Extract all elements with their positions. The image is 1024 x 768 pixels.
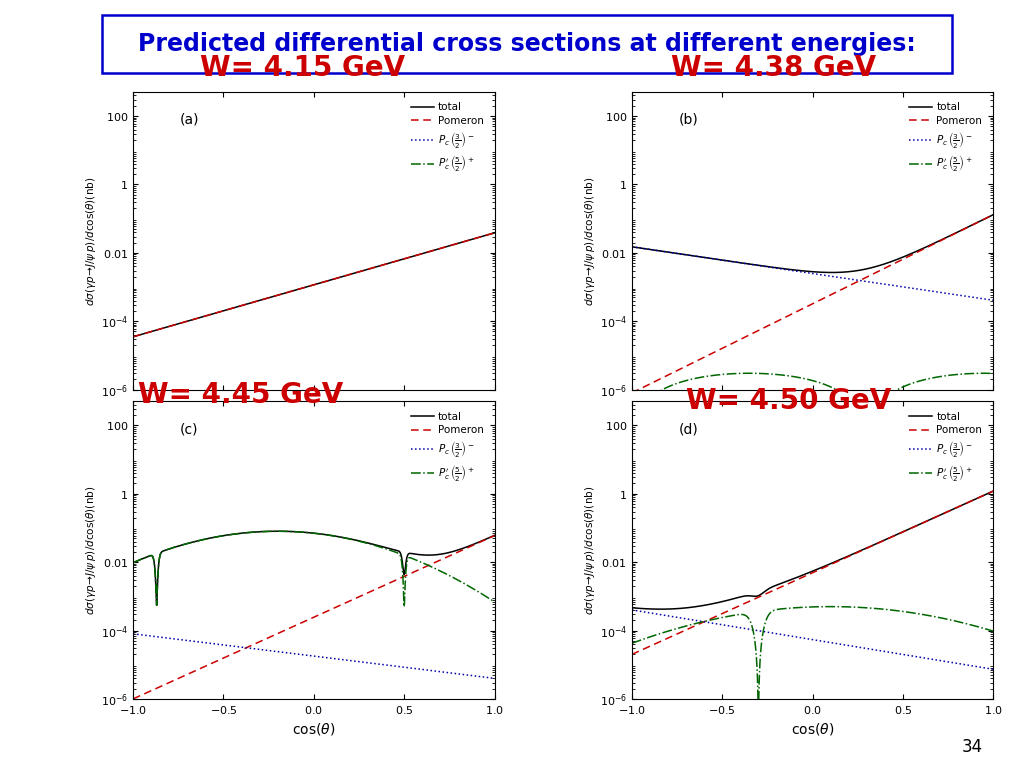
- X-axis label: $\cos(\theta)$: $\cos(\theta)$: [791, 721, 835, 737]
- Legend: total, Pomeron, $P_c\,\left(\frac{3}{2}\right)^-$, $P_c^{\prime}\,\left(\frac{5}: total, Pomeron, $P_c\,\left(\frac{3}{2}\…: [409, 101, 485, 175]
- Legend: total, Pomeron, $P_c\,\left(\frac{3}{2}\right)^-$, $P_c^{\prime}\,\left(\frac{5}: total, Pomeron, $P_c\,\left(\frac{3}{2}\…: [907, 409, 984, 485]
- Y-axis label: $d\sigma(\gamma p\!\rightarrow\!J/\psi\, p)/d\cos(\theta)$(nb): $d\sigma(\gamma p\!\rightarrow\!J/\psi\,…: [583, 485, 597, 615]
- Text: (a): (a): [180, 113, 200, 127]
- Y-axis label: $d\sigma(\gamma p\!\rightarrow\!J/\psi\, p)/d\cos(\theta)$(nb): $d\sigma(\gamma p\!\rightarrow\!J/\psi\,…: [84, 485, 98, 615]
- Text: 34: 34: [962, 739, 983, 756]
- Text: (d): (d): [679, 422, 698, 436]
- Text: W= 4.45 GeV: W= 4.45 GeV: [138, 381, 343, 409]
- X-axis label: $\cos(\theta)$: $\cos(\theta)$: [292, 721, 336, 737]
- Text: Predicted differential cross sections at different energies:: Predicted differential cross sections at…: [138, 32, 916, 56]
- Text: (c): (c): [180, 422, 199, 436]
- Y-axis label: $d\sigma(\gamma p\!\rightarrow\!J/\psi\, p)/d\cos(\theta)$(nb): $d\sigma(\gamma p\!\rightarrow\!J/\psi\,…: [583, 176, 597, 306]
- Text: W= 4.15 GeV: W= 4.15 GeV: [200, 55, 404, 82]
- Text: W= 4.50 GeV: W= 4.50 GeV: [686, 387, 891, 415]
- Legend: total, Pomeron, $P_c\,\left(\frac{3}{2}\right)^-$, $P_c^{\prime}\,\left(\frac{5}: total, Pomeron, $P_c\,\left(\frac{3}{2}\…: [409, 409, 485, 485]
- Text: (b): (b): [679, 113, 698, 127]
- Legend: total, Pomeron, $P_c\,\left(\frac{3}{2}\right)^-$, $P_c^{\prime}\,\left(\frac{5}: total, Pomeron, $P_c\,\left(\frac{3}{2}\…: [907, 101, 984, 175]
- Text: W= 4.38 GeV: W= 4.38 GeV: [671, 55, 876, 82]
- FancyBboxPatch shape: [102, 15, 952, 73]
- Y-axis label: $d\sigma(\gamma p\!\rightarrow\!J/\psi\, p)/d\cos(\theta)$(nb): $d\sigma(\gamma p\!\rightarrow\!J/\psi\,…: [84, 176, 98, 306]
